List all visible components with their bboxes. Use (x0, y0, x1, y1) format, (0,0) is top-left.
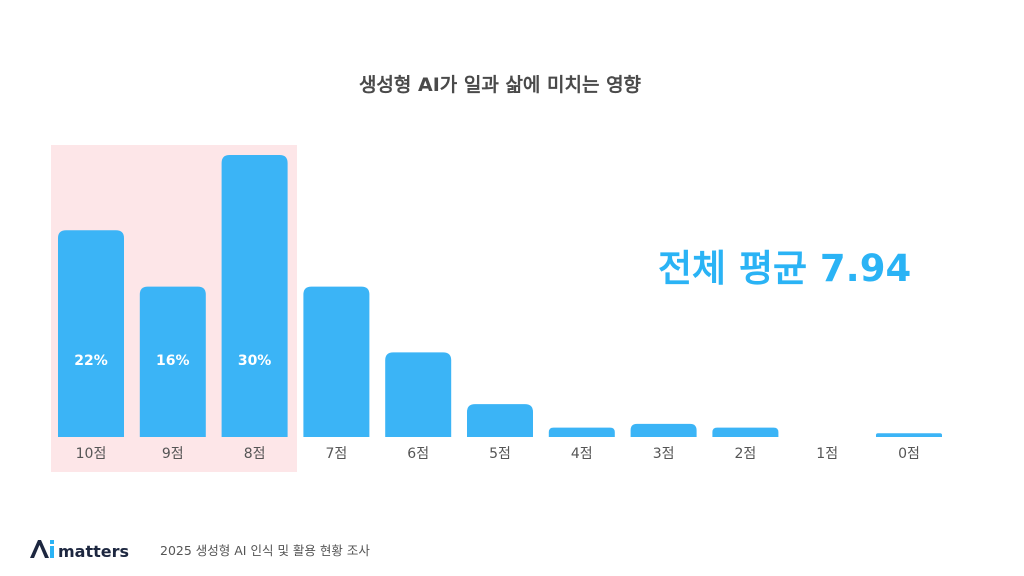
bar-4점 (548, 427, 615, 437)
bar-8점 (221, 155, 288, 437)
ai-matters-logo: matters (28, 536, 152, 562)
bar-3점 (630, 423, 697, 437)
bar-7점 (303, 286, 370, 437)
chart-title: 생성형 AI가 일과 삶에 미치는 영향 (358, 74, 642, 96)
bar-2점 (712, 427, 779, 437)
tick-label: 2점 (735, 446, 757, 462)
tick-label: 4점 (571, 446, 593, 462)
footer-source: 2025 생성형 AI 인식 및 활용 현황 조사 (160, 543, 370, 558)
logo-graphic: matters (30, 540, 129, 561)
bar-9점 (139, 286, 206, 437)
tick-label: 0점 (898, 446, 920, 462)
data-label: 22% (74, 353, 108, 369)
bar-5점 (467, 404, 533, 437)
svg-text:matters: matters (58, 542, 129, 561)
data-label: 30% (238, 353, 272, 369)
bar-0점 (876, 433, 942, 437)
tick-label: 6점 (407, 446, 429, 462)
tick-label: 7점 (326, 446, 348, 462)
tick-label: 5점 (489, 446, 511, 462)
bar-6점 (385, 352, 452, 437)
tick-label: 10점 (76, 446, 107, 462)
data-label: 16% (156, 353, 190, 369)
tick-label: 3점 (653, 446, 675, 462)
tick-label: 8점 (244, 446, 266, 462)
tick-label: 1점 (816, 446, 838, 462)
bar-10점 (58, 230, 124, 437)
average-score-label: 전체 평균 7.94 (658, 247, 912, 290)
tick-label: 9점 (162, 446, 184, 462)
